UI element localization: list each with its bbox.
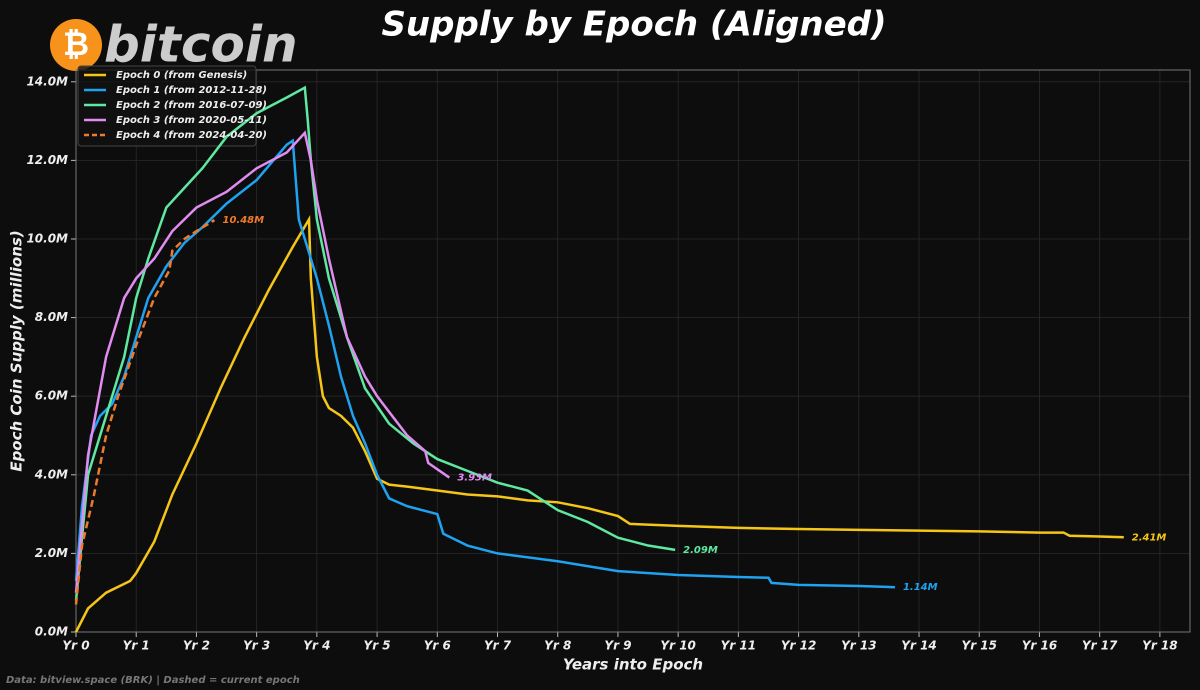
x-tick-label: Yr 12 <box>781 639 816 653</box>
y-tick-label: 4.0M <box>34 467 68 481</box>
legend-label: Epoch 4 (from 2024-04-20) <box>116 130 267 141</box>
series-line <box>74 219 216 605</box>
x-tick-label: Yr 13 <box>841 639 876 653</box>
end-label: 2.09M <box>683 545 718 556</box>
x-tick-label: Yr 18 <box>1142 639 1177 653</box>
y-tick-label: 10.0M <box>26 231 68 245</box>
legend-label: Epoch 1 (from 2012-11-28) <box>116 85 267 96</box>
y-tick-label: 14.0M <box>26 74 68 88</box>
y-tick-label: 12.0M <box>26 153 68 167</box>
end-label: 3.93M <box>457 473 492 484</box>
x-tick-label: Yr 3 <box>243 639 270 653</box>
footer: Data: bitview.space (BRK) | Dashed = cur… <box>6 675 300 686</box>
y-tick-label: 2.0M <box>35 546 68 560</box>
logo-symbol: ₿ <box>63 25 89 63</box>
legend-box <box>77 65 257 147</box>
x-tick-label: Yr 4 <box>303 639 330 653</box>
legend-label: Epoch 0 (from Genesis) <box>116 70 247 81</box>
x-tick-label: Yr 6 <box>424 639 451 653</box>
end-label: 2.41M <box>1132 532 1167 543</box>
x-tick-label: Yr 0 <box>62 639 89 653</box>
y-tick-label: 8.0M <box>35 310 68 324</box>
x-tick-label: Yr 5 <box>364 639 391 653</box>
x-tick-label: Yr 2 <box>183 639 210 653</box>
logo-circle <box>50 19 102 71</box>
y-tick-label: 6.0M <box>35 389 68 403</box>
x-tick-label: Yr 8 <box>544 639 571 653</box>
series-line <box>74 130 451 593</box>
logo-text: bitcoin <box>104 16 298 74</box>
y-axis-label: Epoch Coin Supply (millions) <box>8 230 26 471</box>
series-line <box>74 85 676 601</box>
x-tick-label: Yr 10 <box>660 639 695 653</box>
y-tick-label: 0.0M <box>35 625 68 639</box>
x-tick-label: Yr 15 <box>962 639 997 653</box>
series-line <box>74 138 895 589</box>
legend-label: Epoch 2 (from 2016-07-09) <box>116 100 267 111</box>
x-tick-label: Yr 1 <box>123 639 150 653</box>
x-tick-label: Yr 7 <box>484 639 512 653</box>
x-tick-label: Yr 11 <box>721 639 756 653</box>
x-axis-label: Years into Epoch <box>563 656 703 674</box>
x-tick-label: Yr 9 <box>604 639 631 653</box>
x-tick-label: Yr 17 <box>1082 639 1118 653</box>
plot-frame <box>75 69 1191 633</box>
series-line <box>74 214 1124 633</box>
end-label: 10.48M <box>222 215 264 226</box>
x-tick-label: Yr 14 <box>901 639 936 653</box>
x-tick-label: Yr 16 <box>1022 639 1057 653</box>
chart-title: Supply by Epoch (Aligned) <box>381 5 886 45</box>
end-label: 1.14M <box>903 582 938 593</box>
legend-label: Epoch 3 (from 2020-05-11) <box>116 115 267 126</box>
